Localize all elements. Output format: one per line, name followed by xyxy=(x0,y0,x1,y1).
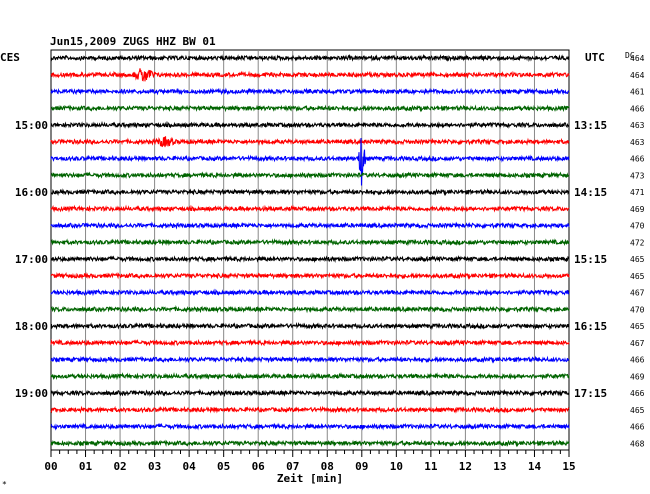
x-tick-label: 13 xyxy=(493,460,506,473)
trace-row-7 xyxy=(50,171,570,180)
x-tick-label: 09 xyxy=(355,460,368,473)
right-time-labels: 13:15 14:15 15:15 16:15 17:15 xyxy=(574,119,607,400)
trace-row-22 xyxy=(50,422,570,431)
corner-mark: * xyxy=(2,480,7,489)
right-timezone-label: UTC xyxy=(585,51,605,64)
trace-row-10 xyxy=(50,221,570,230)
x-tick-label: 12 xyxy=(459,460,472,473)
left-time-label: 18:00 xyxy=(15,320,48,333)
trace-row-0 xyxy=(50,53,570,63)
trace-row-4 xyxy=(50,120,570,129)
x-tick-label: 07 xyxy=(286,460,299,473)
dc-value: 466 xyxy=(630,104,645,113)
trace-row-3 xyxy=(50,104,570,113)
trace-row-20 xyxy=(50,388,570,398)
dc-value: 463 xyxy=(630,121,645,130)
trace-row-6 xyxy=(50,137,570,186)
trace-row-23 xyxy=(50,439,570,448)
dc-value: 473 xyxy=(630,171,645,180)
dc-value: 472 xyxy=(630,238,645,247)
x-axis-label: Zeit [min] xyxy=(277,472,343,485)
dc-value: 467 xyxy=(630,289,645,298)
trace-row-16 xyxy=(50,322,570,331)
x-tick-label: 05 xyxy=(217,460,230,473)
trace-row-1 xyxy=(50,68,570,82)
dc-value: 469 xyxy=(630,372,645,381)
right-time-label: 13:15 xyxy=(574,119,607,132)
dc-value: 466 xyxy=(630,356,645,365)
dc-value: 470 xyxy=(630,305,645,314)
dc-value: 465 xyxy=(630,406,645,415)
trace-row-11 xyxy=(50,238,570,247)
plot-frame xyxy=(50,49,570,451)
trace-row-12 xyxy=(50,255,570,264)
dc-value: 464 xyxy=(630,71,645,80)
right-time-label: 14:15 xyxy=(574,186,607,199)
dc-value: 465 xyxy=(630,255,645,264)
chart-title: Jun15,2009 ZUGS HHZ BW 01 xyxy=(50,35,216,48)
left-time-label: 17:00 xyxy=(15,253,48,266)
left-time-labels: 15:00 16:00 17:00 18:00 19:00 xyxy=(15,119,48,400)
dc-value: 470 xyxy=(630,222,645,231)
trace-row-17 xyxy=(50,338,570,347)
x-tick-label: 11 xyxy=(424,460,438,473)
x-tick-label: 01 xyxy=(79,460,93,473)
x-axis-ticks xyxy=(50,450,570,457)
x-tick-label: 10 xyxy=(390,460,403,473)
dc-value: 464 xyxy=(630,54,645,63)
trace-row-9 xyxy=(50,204,570,213)
dc-values: 464 464 461 466 463 463 466 473 471 469 470 472 465 4… xyxy=(630,54,645,448)
dc-header-label: DC xyxy=(625,51,635,60)
dc-value: 467 xyxy=(630,339,645,348)
right-time-label: 16:15 xyxy=(574,320,607,333)
x-tick-label: 08 xyxy=(321,460,334,473)
trace-row-14 xyxy=(50,288,570,297)
minute-gridlines xyxy=(85,50,535,450)
trace-row-8 xyxy=(50,188,570,197)
trace-rows xyxy=(50,53,570,448)
dc-value: 465 xyxy=(630,272,645,281)
x-tick-label: 02 xyxy=(113,460,126,473)
right-time-label: 17:15 xyxy=(574,387,607,400)
dc-value: 465 xyxy=(630,322,645,331)
trace-row-13 xyxy=(50,271,570,280)
trace-row-18 xyxy=(50,355,570,364)
left-time-label: 16:00 xyxy=(15,186,48,199)
dc-value: 461 xyxy=(630,88,645,97)
x-tick-label: 03 xyxy=(148,460,161,473)
dc-value: 463 xyxy=(630,138,645,147)
x-tick-label: 14 xyxy=(528,460,542,473)
dc-value: 471 xyxy=(630,188,645,197)
trace-row-2 xyxy=(50,87,570,96)
trace-row-19 xyxy=(50,372,570,381)
x-tick-label: 15 xyxy=(562,460,575,473)
right-time-label: 15:15 xyxy=(574,253,607,266)
dc-value: 466 xyxy=(630,389,645,398)
x-tick-label: 00 xyxy=(44,460,57,473)
trace-row-15 xyxy=(50,304,570,314)
left-time-label: 19:00 xyxy=(15,387,48,400)
x-axis-tick-labels: 00 01 02 03 04 05 06 07 08 09 10 11 12 13 14 15 xyxy=(44,460,575,473)
dc-value: 469 xyxy=(630,205,645,214)
trace-row-21 xyxy=(50,405,570,414)
x-tick-label: 06 xyxy=(252,460,266,473)
left-time-label: 15:00 xyxy=(15,119,48,132)
trace-row-5 xyxy=(50,136,570,148)
left-timezone-label: CES xyxy=(0,51,20,64)
x-tick-label: 04 xyxy=(183,460,197,473)
dc-value: 466 xyxy=(630,423,645,432)
dc-value: 466 xyxy=(630,155,645,164)
dc-value: 468 xyxy=(630,439,645,448)
